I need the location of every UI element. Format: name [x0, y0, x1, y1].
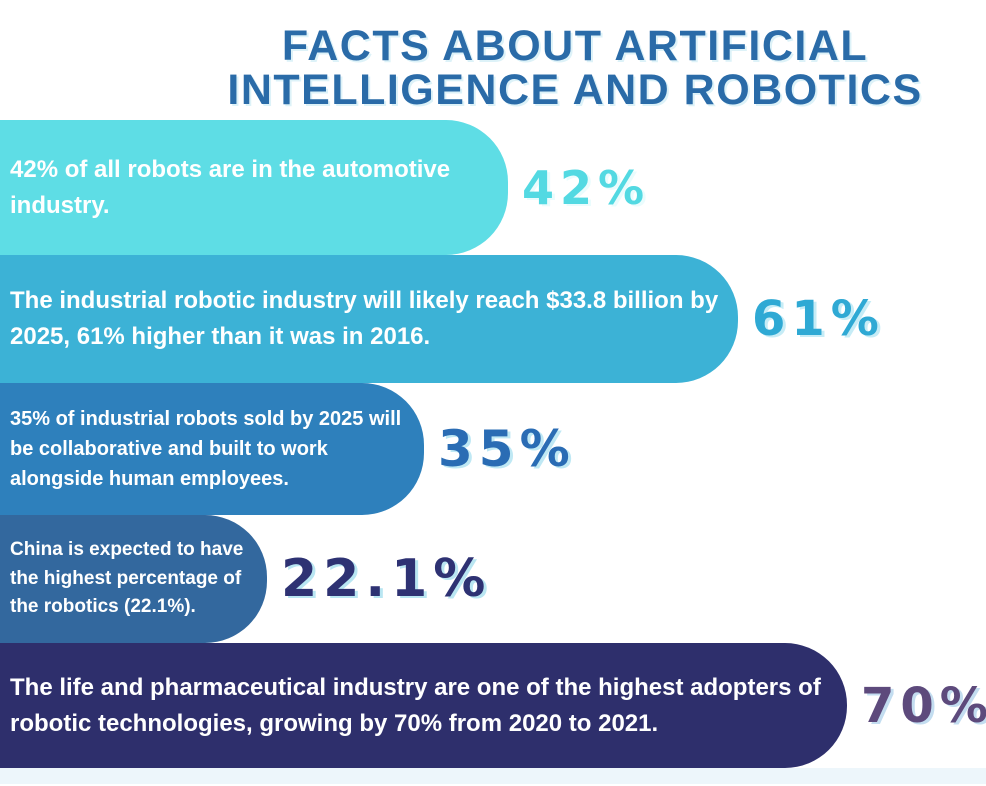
fact-bar: The industrial robotic industry will lik…	[0, 255, 738, 383]
fact-row: 35% of industrial robots sold by 2025 wi…	[0, 383, 986, 515]
fact-value-label: 61%	[752, 291, 885, 347]
fact-row: 42% of all robots are in the automotive …	[0, 120, 986, 255]
fact-value-label: 70%	[861, 677, 986, 734]
fact-bar: 42% of all robots are in the automotive …	[0, 120, 508, 255]
fact-text: China is expected to have the highest pe…	[10, 539, 244, 618]
title-line-2: INTELLIGENCE AND ROBOTICS	[227, 66, 923, 114]
fact-text: 35% of industrial robots sold by 2025 wi…	[10, 408, 402, 490]
fact-text: The life and pharmaceutical industry are…	[10, 673, 821, 737]
infographic-title: FACTS ABOUT ARTIFICIAL INTELLIGENCE AND …	[170, 0, 980, 120]
fact-bar: The life and pharmaceutical industry are…	[0, 643, 847, 768]
fact-value-label: 42%	[522, 160, 651, 215]
bar-chart: 42% of all robots are in the automotive …	[0, 120, 986, 768]
fact-text: 42% of all robots are in the automotive …	[10, 155, 451, 219]
fact-text: The industrial robotic industry will lik…	[10, 287, 719, 350]
fact-bar: China is expected to have the highest pe…	[0, 515, 267, 643]
fact-bar: 35% of industrial robots sold by 2025 wi…	[0, 383, 424, 515]
fact-value-label: 22.1%	[281, 549, 492, 609]
fact-row: The industrial robotic industry will lik…	[0, 255, 986, 383]
fact-value-label: 35%	[438, 420, 576, 478]
footer-strip	[0, 768, 986, 784]
fact-row: China is expected to have the highest pe…	[0, 515, 986, 643]
title-line-1: FACTS ABOUT ARTIFICIAL	[281, 22, 869, 70]
fact-row: The life and pharmaceutical industry are…	[0, 643, 986, 768]
